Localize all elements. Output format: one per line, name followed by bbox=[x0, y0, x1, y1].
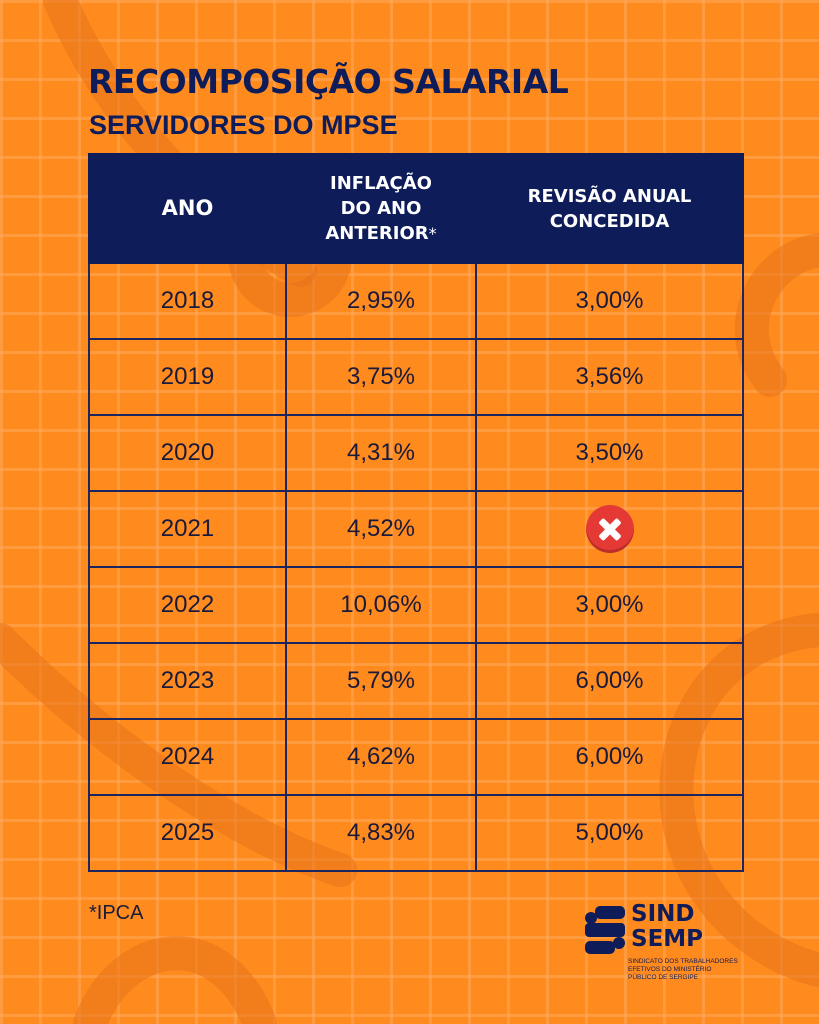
cell-ano: 2019 bbox=[88, 338, 287, 416]
cell-revisao bbox=[475, 490, 744, 568]
header-ano: ANO bbox=[88, 153, 287, 264]
table-header-row: ANO INFLAÇÃO DO ANO ANTERIOR* REVISÃO AN… bbox=[88, 153, 744, 264]
table-row: 2019 3,75% 3,56% bbox=[88, 338, 744, 416]
cell-inflacao: 3,75% bbox=[285, 338, 477, 416]
cell-ano: 2023 bbox=[88, 642, 287, 720]
header-revisao-line1: REVISÃO ANUAL bbox=[527, 185, 692, 207]
header-revisao-line2: CONCEDIDA bbox=[549, 210, 670, 232]
logo-name-line1: SIND bbox=[631, 901, 695, 927]
header-inflacao-line1: INFLAÇÃO bbox=[330, 173, 432, 194]
cell-revisao: 3,56% bbox=[475, 338, 744, 416]
cell-ano: 2020 bbox=[88, 414, 287, 492]
cell-inflacao: 10,06% bbox=[285, 566, 477, 644]
logo-name: SIND SEMP bbox=[631, 902, 703, 952]
table-row: 2023 5,79% 6,00% bbox=[88, 642, 744, 720]
footnote: *IPCA bbox=[89, 902, 144, 924]
table-row: 2024 4,62% 6,00% bbox=[88, 718, 744, 796]
table-row: 2022 10,06% 3,00% bbox=[88, 566, 744, 644]
cell-inflacao: 4,83% bbox=[285, 794, 477, 872]
table-row: 2025 4,83% 5,00% bbox=[88, 794, 744, 872]
cell-inflacao: 2,95% bbox=[285, 262, 477, 340]
cell-ano: 2024 bbox=[88, 718, 287, 796]
logo-sub-line2: EFETIVOS DO MINISTÉRIO bbox=[628, 966, 712, 973]
sindsemp-logo-mark-icon bbox=[585, 906, 625, 954]
table-row: 2020 4,31% 3,50% bbox=[88, 414, 744, 492]
cell-ano: 2025 bbox=[88, 794, 287, 872]
header-inflacao: INFLAÇÃO DO ANO ANTERIOR* bbox=[285, 153, 477, 264]
logo-sub-line1: SINDICATO DOS TRABALHADORES bbox=[628, 958, 738, 965]
red-x-circle-icon bbox=[585, 505, 634, 553]
cell-inflacao: 5,79% bbox=[285, 642, 477, 720]
header-inflacao-line2: DO ANO bbox=[340, 198, 422, 219]
logo-subtitle: SINDICATO DOS TRABALHADORES EFETIVOS DO … bbox=[628, 958, 748, 982]
table-row: 2018 2,95% 3,00% bbox=[88, 262, 744, 340]
cell-inflacao: 4,62% bbox=[285, 718, 477, 796]
page-subtitle: SERVIDORES DO MPSE bbox=[89, 110, 398, 140]
cell-revisao: 6,00% bbox=[475, 718, 744, 796]
salary-table: ANO INFLAÇÃO DO ANO ANTERIOR* REVISÃO AN… bbox=[88, 153, 744, 872]
table-row: 2021 4,52% bbox=[88, 490, 744, 568]
page-title: RECOMPOSIÇÃO SALARIAL bbox=[88, 62, 569, 101]
footnote-marker: * bbox=[428, 224, 437, 243]
cell-revisao: 6,00% bbox=[475, 642, 744, 720]
cell-revisao: 3,00% bbox=[475, 566, 744, 644]
header-inflacao-line3: ANTERIOR bbox=[325, 223, 429, 244]
cell-revisao: 3,00% bbox=[475, 262, 744, 340]
cell-revisao: 3,50% bbox=[475, 414, 744, 492]
cell-ano: 2018 bbox=[88, 262, 287, 340]
logo-name-line2: SEMP bbox=[631, 926, 704, 952]
header-revisao: REVISÃO ANUAL CONCEDIDA bbox=[475, 153, 744, 264]
cell-revisao: 5,00% bbox=[475, 794, 744, 872]
sindsemp-logo: SIND SEMP SINDICATO DOS TRABALHADORES EF… bbox=[585, 902, 745, 982]
cell-ano: 2021 bbox=[88, 490, 287, 568]
cell-ano: 2022 bbox=[88, 566, 287, 644]
cell-inflacao: 4,31% bbox=[285, 414, 477, 492]
logo-sub-line3: PÚBLICO DE SERGIPE bbox=[628, 974, 699, 981]
cell-inflacao: 4,52% bbox=[285, 490, 477, 568]
